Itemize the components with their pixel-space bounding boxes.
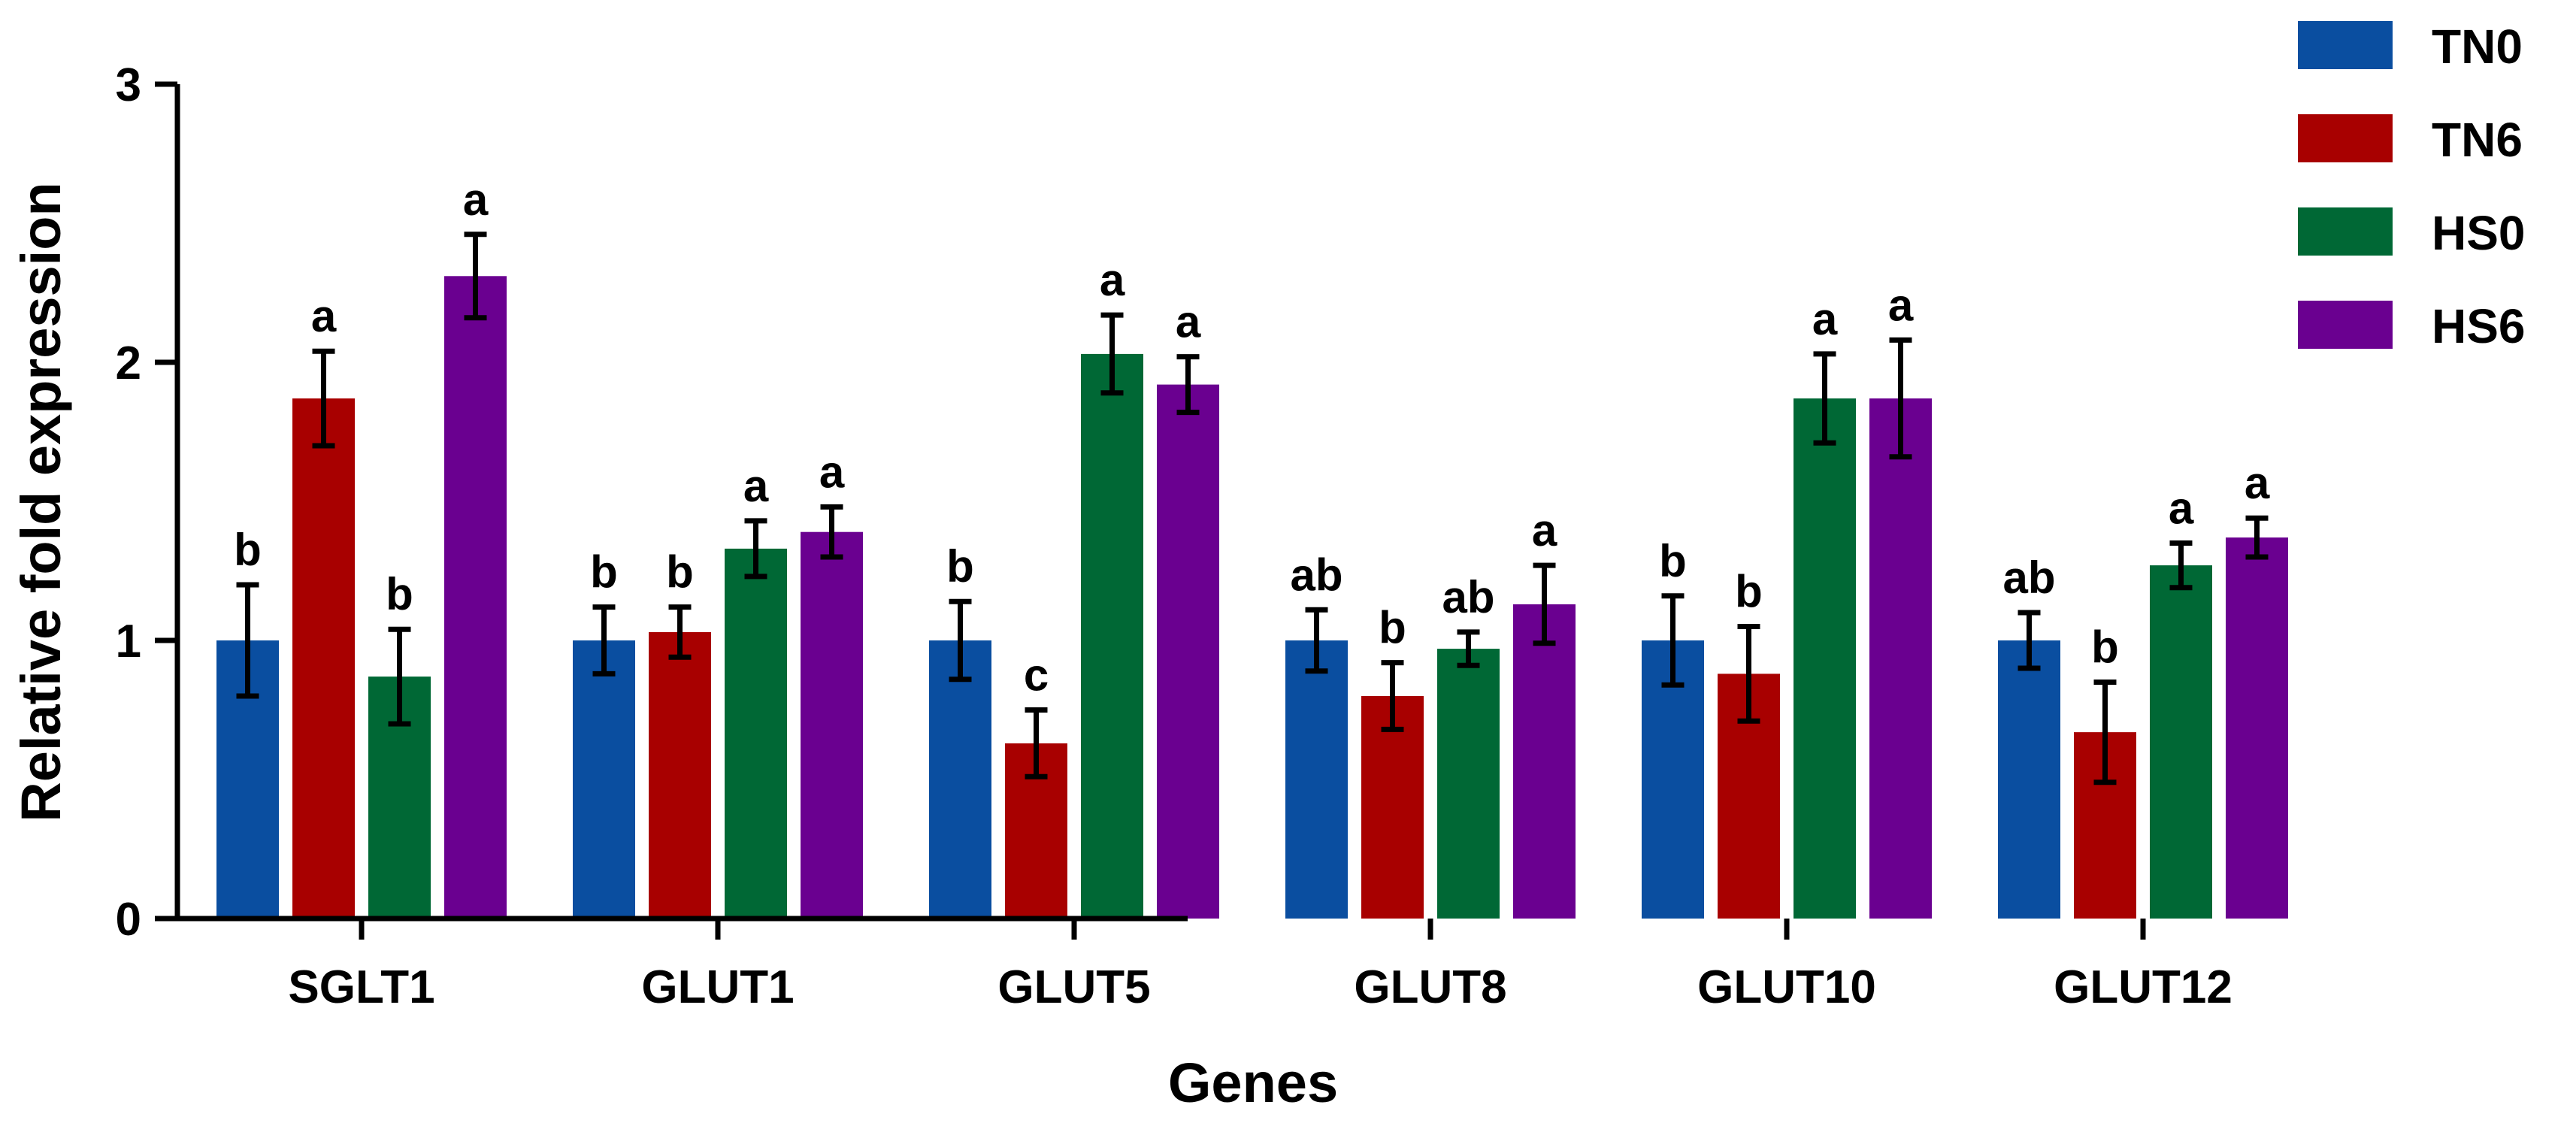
bar-HS0-GLUT8 [1437,649,1500,919]
significance-label-HS6-SGLT1: a [463,174,489,225]
x-axis-title: Genes [1168,1052,1338,1114]
bar-TN0-GLUT5 [929,640,991,919]
x-tick-label-GLUT1: GLUT1 [641,961,794,1013]
y-tick-label-2: 2 [116,338,141,389]
significance-label-HS6-GLUT1: a [819,446,845,497]
legend-label-TN6: TN6 [2432,113,2523,167]
legend-swatch-HS6 [2298,301,2393,349]
significance-label-HS6-GLUT5: a [1176,297,1201,347]
significance-label-HS0-GLUT8: ab [1442,572,1494,622]
significance-label-TN6-SGLT1: a [311,291,337,341]
significance-label-TN0-GLUT8: ab [1290,549,1342,600]
y-tick-label-0: 0 [116,894,141,946]
bar-TN6-SGLT1 [292,398,355,919]
significance-label-HS6-GLUT12: a [2245,458,2270,508]
significance-label-HS0-GLUT5: a [1100,255,1125,305]
bar-HS6-GLUT1 [801,531,863,919]
bar-TN6-GLUT8 [1361,696,1424,919]
x-tick-label-SGLT1: SGLT1 [288,961,434,1013]
bar-TN0-GLUT1 [573,640,635,919]
significance-label-HS6-GLUT8: a [1532,505,1557,555]
significance-label-TN0-SGLT1: b [234,525,262,575]
legend-swatch-TN6 [2298,114,2393,162]
significance-label-TN0-GLUT1: b [590,547,618,598]
bar-HS6-GLUT10 [1869,398,1932,919]
bar-HS0-GLUT1 [725,548,787,919]
x-tick-label-GLUT5: GLUT5 [997,961,1150,1013]
y-axis-title: Relative fold expression [10,182,72,822]
bar-TN0-GLUT12 [1998,640,2060,919]
bar-HS6-GLUT8 [1513,604,1576,919]
significance-label-TN6-GLUT5: c [1024,650,1049,701]
legend-label-HS0: HS0 [2432,206,2526,260]
y-tick-label-1: 1 [116,616,141,667]
x-tick-label-GLUT10: GLUT10 [1697,961,1876,1013]
significance-label-HS0-SGLT1: b [386,569,413,619]
significance-label-HS0-GLUT1: a [743,461,769,511]
significance-label-HS6-GLUT10: a [1888,280,1914,330]
y-tick-label-3: 3 [116,59,141,111]
legend-swatch-TN0 [2298,21,2393,69]
bar-TN6-GLUT1 [649,631,711,919]
bar-HS6-GLUT5 [1157,384,1219,919]
significance-label-TN6-GLUT12: b [2091,622,2119,673]
bar-HS0-GLUT5 [1081,353,1143,919]
significance-label-TN6-GLUT1: b [666,547,694,598]
bar-HS6-SGLT1 [444,276,507,919]
legend-label-HS6: HS6 [2432,299,2526,353]
significance-label-HS0-GLUT12: a [2169,483,2194,534]
x-tick-label-GLUT8: GLUT8 [1354,961,1506,1013]
significance-label-TN0-GLUT5: b [946,541,974,592]
significance-label-TN6-GLUT8: b [1379,603,1406,653]
significance-label-TN0-GLUT12: ab [2002,552,2055,603]
bar-HS0-GLUT10 [1794,398,1856,919]
bar-TN0-GLUT8 [1285,640,1348,919]
legend: TN0 TN6 HS0 HS6 [2298,20,2526,353]
bar-HS6-GLUT12 [2226,537,2288,919]
significance-label-TN6-GLUT10: b [1735,567,1763,617]
legend-label-TN0: TN0 [2432,20,2523,74]
bar-HS0-GLUT12 [2150,565,2212,919]
significance-label-TN0-GLUT10: b [1659,536,1687,586]
legend-swatch-HS0 [2298,207,2393,256]
x-tick-label-GLUT12: GLUT12 [2054,961,2232,1013]
significance-label-HS0-GLUT10: a [1812,294,1838,344]
